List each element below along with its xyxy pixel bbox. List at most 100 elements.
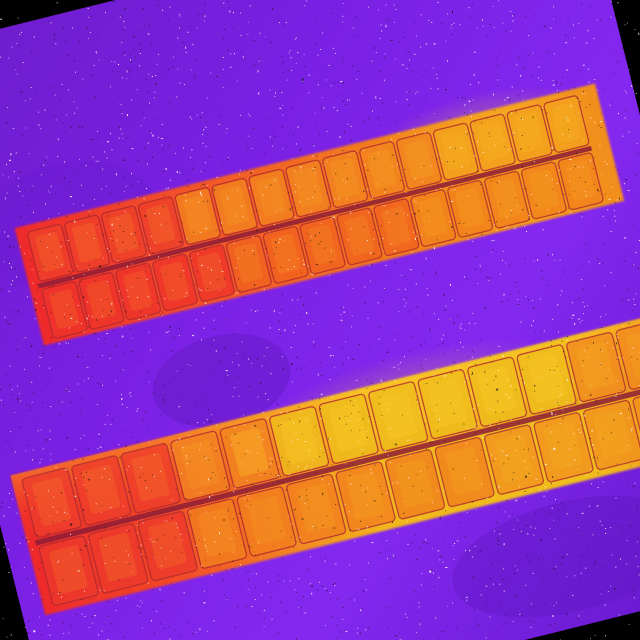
noise-pixel [9, 310, 11, 312]
noise-pixel [340, 319, 343, 321]
noise-pixel [206, 550, 208, 552]
noise-pixel [304, 612, 306, 614]
noise-pixel [87, 301, 89, 303]
noise-pixel [601, 327, 603, 328]
noise-pixel [342, 607, 344, 609]
noise-pixel [538, 558, 540, 560]
noise-pixel [562, 417, 564, 419]
noise-pixel [285, 22, 287, 23]
noise-pixel [302, 292, 304, 294]
noise-pixel [396, 528, 398, 530]
noise-pixel [250, 546, 252, 548]
noise-pixel [553, 149, 554, 151]
noise-pixel [67, 387, 69, 389]
noise-pixel [204, 545, 206, 546]
noise-pixel [627, 299, 630, 301]
noise-pixel [313, 145, 315, 147]
noise-pixel [364, 164, 366, 166]
noise-pixel [566, 339, 568, 341]
noise-pixel [203, 327, 205, 329]
noise-pixel [570, 168, 571, 170]
noise-pixel [338, 198, 340, 200]
noise-pixel [200, 444, 201, 446]
noise-pixel [490, 23, 491, 25]
noise-pixel [228, 7, 230, 9]
noise-pixel [466, 599, 468, 602]
noise-pixel [632, 347, 635, 349]
noise-pixel [277, 228, 279, 230]
noise-pixel [340, 631, 342, 633]
upperModules-module-glow [123, 270, 153, 311]
noise-pixel [425, 358, 427, 360]
noise-pixel [381, 515, 382, 517]
noise-pixel [541, 567, 543, 569]
lowerModules-module-glow [527, 353, 566, 403]
noise-pixel [151, 76, 153, 77]
noise-pixel [503, 543, 505, 546]
noise-pixel [324, 588, 326, 589]
noise-pixel [306, 0, 307, 2]
noise-pixel [175, 537, 177, 539]
noise-pixel [552, 84, 555, 86]
noise-pixel [569, 567, 570, 568]
noise-pixel [263, 355, 265, 357]
noise-pixel [581, 279, 583, 281]
noise-pixel [327, 206, 329, 208]
noise-pixel [449, 146, 451, 148]
noise-pixel [551, 147, 553, 149]
noise-pixel [319, 397, 321, 399]
noise-pixel [281, 56, 283, 58]
noise-pixel [276, 210, 278, 212]
noise-pixel [11, 498, 13, 500]
noise-pixel [410, 269, 412, 271]
noise-pixel [524, 460, 526, 462]
noise-pixel [487, 383, 489, 385]
noise-pixel [48, 190, 50, 192]
noise-pixel [354, 599, 356, 601]
noise-pixel [61, 263, 63, 265]
noise-pixel [572, 380, 574, 382]
noise-pixel [96, 224, 98, 225]
noise-pixel [491, 175, 493, 177]
noise-pixel [201, 289, 202, 291]
noise-pixel [229, 498, 231, 500]
noise-pixel [107, 141, 110, 143]
noise-pixel [290, 363, 293, 366]
noise-pixel [293, 476, 295, 478]
noise-pixel [614, 72, 616, 74]
noise-pixel [431, 548, 433, 550]
noise-pixel [405, 302, 407, 304]
noise-pixel [52, 506, 54, 508]
noise-pixel [616, 463, 618, 465]
noise-pixel [155, 75, 157, 77]
noise-pixel [204, 539, 205, 541]
noise-pixel [93, 527, 95, 529]
noise-pixel [551, 483, 552, 485]
noise-pixel [377, 117, 379, 119]
noise-pixel [289, 50, 291, 52]
noise-pixel [15, 109, 17, 111]
noise-pixel [38, 568, 40, 570]
noise-pixel [467, 278, 468, 280]
noise-pixel [426, 287, 428, 289]
noise-pixel [502, 22, 504, 24]
noise-pixel [614, 215, 616, 217]
noise-pixel [567, 336, 569, 338]
noise-pixel [189, 460, 191, 462]
noise-pixel [345, 104, 347, 105]
noise-pixel [476, 460, 478, 462]
noise-pixel [616, 61, 619, 63]
noise-pixel [267, 399, 269, 401]
noise-pixel [477, 624, 479, 626]
noise-pixel [5, 543, 7, 545]
noise-pixel [481, 483, 483, 485]
noise-pixel [64, 131, 66, 133]
noise-pixel [469, 84, 471, 86]
noise-pixel [106, 298, 108, 300]
noise-pixel [88, 214, 90, 216]
noise-pixel [633, 225, 635, 227]
noise-pixel [581, 319, 583, 321]
noise-pixel [82, 508, 84, 511]
noise-pixel [311, 585, 313, 588]
